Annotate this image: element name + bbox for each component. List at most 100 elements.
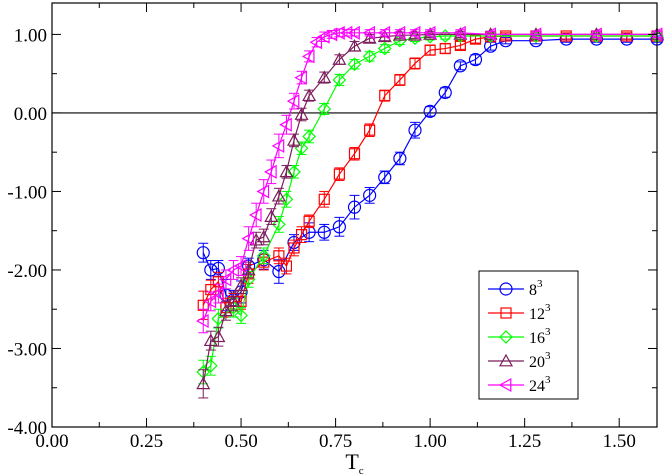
data-point (302, 129, 316, 144)
data-point (392, 25, 406, 40)
data-point (347, 38, 362, 52)
data-point (211, 311, 226, 326)
legend-box (478, 270, 579, 400)
legend-entry-label: 243 (529, 374, 551, 395)
series-12 (197, 30, 663, 320)
data-point (301, 49, 315, 64)
data-point (196, 246, 210, 260)
legend-entry-size: 12 (529, 306, 545, 323)
data-point (468, 52, 483, 67)
x-tick-label: 0.75 (319, 431, 352, 452)
data-point (256, 229, 271, 243)
legend-marker (499, 330, 513, 344)
series-8 (196, 32, 664, 312)
legend-entry-exponent: 3 (545, 350, 551, 362)
data-point (379, 90, 391, 102)
data-point (256, 184, 270, 199)
data-point (286, 133, 302, 146)
data-point (295, 229, 308, 241)
legend-entry-exponent: 3 (537, 278, 543, 290)
data-point (438, 85, 452, 100)
data-point (241, 231, 255, 246)
legend-entry-exponent: 3 (545, 302, 551, 314)
legend-entry-label: 203 (529, 350, 551, 371)
data-point (333, 168, 345, 180)
data-point (453, 27, 468, 40)
data-point (235, 295, 247, 307)
series-20 (196, 27, 664, 399)
series-line-16 (202, 35, 657, 373)
data-point (347, 25, 360, 40)
legend-entry-label: 123 (529, 302, 551, 323)
data-point (362, 25, 376, 40)
y-tick-label: 1.00 (14, 25, 47, 46)
data-point (378, 170, 392, 184)
data-point (271, 188, 286, 202)
series-16 (196, 29, 664, 385)
data-point (218, 303, 233, 317)
data-point (454, 39, 466, 52)
data-point (453, 59, 467, 73)
data-point (439, 42, 451, 55)
data-point (317, 225, 331, 239)
data-point (203, 294, 217, 309)
x-tick-label: 0.00 (35, 431, 68, 452)
data-point (483, 27, 497, 42)
data-point (363, 188, 377, 202)
legend-entry-size: 16 (529, 330, 545, 347)
data-point (204, 263, 218, 277)
data-point (423, 104, 437, 118)
data-point (264, 209, 279, 222)
data-point (211, 286, 224, 301)
data-point (377, 25, 391, 40)
legend-entry-size: 8 (529, 282, 537, 299)
data-point (256, 248, 271, 263)
data-point (362, 49, 377, 64)
x-axis-label-subscript: c (359, 465, 364, 476)
data-point (409, 57, 421, 70)
data-point (288, 242, 300, 254)
data-point (271, 138, 285, 153)
y-tick-label: -4.00 (7, 418, 47, 439)
legend-marker (498, 353, 514, 367)
data-point (339, 25, 353, 40)
data-point (393, 151, 407, 166)
data-point (317, 102, 332, 116)
data-point (272, 217, 286, 232)
legend-entry-size: 20 (529, 354, 545, 371)
data-point (273, 250, 285, 262)
data-point (423, 27, 438, 40)
data-point (233, 259, 247, 274)
data-point (279, 164, 294, 178)
data-point (286, 94, 300, 109)
y-tick-label: -3.00 (7, 339, 47, 360)
data-point (332, 52, 347, 65)
data-point (303, 215, 315, 227)
data-point (347, 200, 362, 214)
data-point (294, 70, 307, 85)
data-point (317, 70, 332, 83)
y-tick-label: -2.00 (7, 261, 47, 282)
data-point (309, 35, 323, 50)
data-point (364, 124, 376, 136)
data-point (528, 27, 542, 42)
data-point (248, 207, 262, 223)
data-point (234, 278, 249, 292)
x-tick-label: 1.00 (414, 431, 447, 452)
legend-entry-label: 163 (529, 326, 551, 347)
plot-frame (51, 2, 658, 428)
data-point (394, 74, 406, 86)
data-point (318, 193, 330, 205)
legend-entry-exponent: 3 (545, 374, 551, 386)
data-point (280, 260, 293, 272)
data-point (424, 44, 436, 56)
series-layer (196, 25, 664, 399)
x-tick-label: 0.50 (224, 431, 257, 452)
data-point (589, 27, 602, 42)
data-point (302, 88, 317, 102)
data-point (211, 329, 226, 343)
data-point (226, 294, 241, 307)
x-tick-label: 0.25 (130, 431, 163, 452)
